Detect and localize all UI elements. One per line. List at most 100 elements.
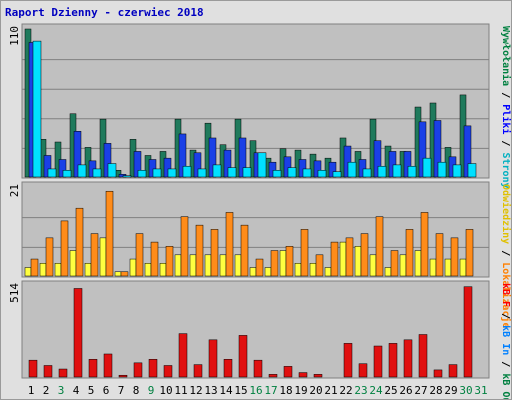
bar-lokalizacje-day-undefined <box>465 229 474 277</box>
x-tick-label: 16 <box>249 384 262 397</box>
bar-strony-day-30 <box>467 163 477 178</box>
bar-strony-day-19 <box>302 168 312 178</box>
bar-odwiedziny-day-undefined <box>174 254 182 277</box>
bar-lokalizacje-day-undefined <box>375 216 384 277</box>
bar-lokalizacje-day-undefined <box>90 233 99 277</box>
bar-kb-f-day-undefined <box>238 335 248 378</box>
bar-pliki-day-17 <box>268 161 277 178</box>
bar-lokalizacje-day-undefined <box>150 241 159 277</box>
bar-lokalizacje-day-undefined <box>60 220 69 277</box>
bar-kb-f-day-undefined <box>343 343 353 378</box>
bar-strony-day-17 <box>272 170 282 178</box>
bar-odwiedziny-day-undefined <box>189 254 197 277</box>
bar-strony-day-20 <box>317 170 327 178</box>
bar-odwiedziny-day-undefined <box>219 254 227 277</box>
bar-strony-day-7 <box>122 175 132 178</box>
bar-lokalizacje-day-undefined <box>180 216 189 277</box>
bar-odwiedziny-day-undefined <box>324 267 332 277</box>
bar-pliki-day-28 <box>433 120 442 178</box>
bar-pliki-day-4 <box>73 131 82 178</box>
bar-lokalizacje-day-undefined <box>240 224 249 277</box>
y-axis-max-label: 21 <box>8 184 21 197</box>
bar-pliki-day-2 <box>43 155 52 178</box>
bar-strony-day-22 <box>347 161 357 178</box>
bar-strony-day-18 <box>287 167 297 178</box>
bar-lokalizacje-day-undefined <box>390 250 399 277</box>
x-tick-label: 18 <box>279 384 292 397</box>
bar-pliki-day-15 <box>238 137 247 178</box>
bar-lokalizacje-day-undefined <box>345 237 354 277</box>
bar-pliki-day-27 <box>418 121 427 178</box>
bar-kb-f-day-undefined <box>73 288 83 378</box>
bar-odwiedziny-day-undefined <box>339 241 347 277</box>
x-tick-label: 29 <box>444 384 457 397</box>
bar-odwiedziny-day-undefined <box>369 254 377 277</box>
x-tick-label: 6 <box>103 384 110 397</box>
bar-kb-f-day-undefined <box>133 362 143 378</box>
bar-strony-day-15 <box>242 167 252 178</box>
bar-kb-f-day-undefined <box>313 374 323 378</box>
x-tick-label: 10 <box>159 384 172 397</box>
bar-kb-f-day-undefined <box>118 374 128 378</box>
bar-odwiedziny-day-undefined <box>429 258 437 277</box>
bar-pliki-day-21 <box>328 161 337 178</box>
bar-pliki-day-20 <box>313 160 322 178</box>
bar-odwiedziny-day-undefined <box>39 263 47 277</box>
x-tick-label: 15 <box>234 384 247 397</box>
bar-kb-f-day-undefined <box>253 359 263 378</box>
bar-kb-f-day-undefined <box>298 372 308 378</box>
bar-pliki-day-8 <box>133 151 142 178</box>
legend-panel-3: kB F / kB In / kB Out <box>500 283 511 399</box>
x-tick-label: 30 <box>459 384 472 397</box>
bar-pliki-day-26 <box>403 151 412 178</box>
bar-strony-day-26 <box>407 165 417 178</box>
bar-odwiedziny-day-undefined <box>99 237 107 277</box>
bar-odwiedziny-day-undefined <box>354 246 362 277</box>
bar-kb-f-day-undefined <box>103 353 113 378</box>
bar-pliki-day-11 <box>178 133 187 178</box>
bar-odwiedziny-day-undefined <box>399 254 407 277</box>
x-tick-label: 28 <box>429 384 442 397</box>
bar-strony-day-4 <box>77 164 87 178</box>
bar-strony-day-12 <box>197 168 207 178</box>
bar-strony-day-23 <box>362 168 372 178</box>
bar-odwiedziny-day-undefined <box>309 263 317 277</box>
bar-odwiedziny-day-undefined <box>459 258 467 277</box>
bar-pliki-day-13 <box>208 137 217 178</box>
bar-kb-f-day-undefined <box>403 339 413 378</box>
bar-lokalizacje-day-undefined <box>75 207 84 277</box>
bar-odwiedziny-day-undefined <box>384 267 392 277</box>
bar-kb-f-day-undefined <box>283 366 293 378</box>
bar-kb-f-day-undefined <box>208 339 218 378</box>
legend-panel-1: Wywłołania / Pliki / Strony <box>500 26 511 189</box>
bar-kb-f-day-undefined <box>388 343 398 378</box>
bar-kb-f-day-undefined <box>463 286 473 378</box>
bar-pliki-day-9 <box>148 159 157 178</box>
bar-strony-day-16 <box>257 152 267 178</box>
bar-kb-f-day-undefined <box>373 345 383 378</box>
bar-strony-day-6 <box>107 163 117 178</box>
bar-odwiedziny-day-undefined <box>414 250 422 277</box>
bar-pliki-day-10 <box>163 157 172 178</box>
bar-strony-day-13 <box>212 164 222 178</box>
x-tick-label: 11 <box>174 384 187 397</box>
x-tick-label: 3 <box>58 384 65 397</box>
bar-strony-day-25 <box>392 164 402 178</box>
bar-lokalizacje-day-undefined <box>255 258 264 277</box>
x-tick-label: 2 <box>43 384 50 397</box>
x-tick-label: 23 <box>354 384 367 397</box>
x-tick-label: 12 <box>189 384 202 397</box>
legend-separator: / <box>500 355 511 373</box>
bar-lokalizacje-day-undefined <box>420 212 429 277</box>
x-tick-label: 7 <box>118 384 125 397</box>
bar-strony-day-2 <box>47 168 57 178</box>
bar-pliki-day-19 <box>298 159 307 178</box>
bar-kb-f-day-undefined <box>193 364 203 378</box>
bar-kb-f-day-undefined <box>58 368 68 378</box>
x-tick-label: 13 <box>204 384 217 397</box>
bar-odwiedziny-day-undefined <box>54 263 62 277</box>
legend-separator: / <box>500 307 511 325</box>
bar-odwiedziny-day-undefined <box>294 263 302 277</box>
bar-lokalizacje-day-undefined <box>315 254 324 277</box>
y-axis-max-label: 514 <box>8 283 21 303</box>
